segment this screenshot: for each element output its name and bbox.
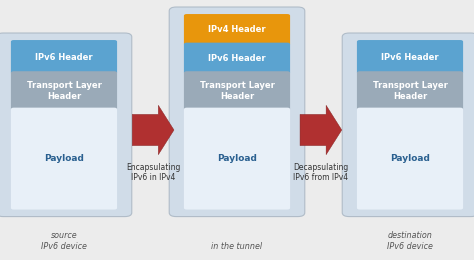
FancyBboxPatch shape [11, 71, 117, 111]
Text: IPv6 Header: IPv6 Header [35, 53, 93, 62]
Text: Payload: Payload [44, 154, 84, 163]
Text: source
IPv6 device: source IPv6 device [41, 231, 87, 251]
Polygon shape [132, 105, 174, 155]
Text: in the tunnel: in the tunnel [211, 242, 263, 251]
FancyBboxPatch shape [184, 43, 290, 74]
FancyBboxPatch shape [357, 40, 463, 74]
Text: Transport Layer
Header: Transport Layer Header [200, 81, 274, 101]
FancyBboxPatch shape [184, 71, 290, 111]
Text: IPv6 Header: IPv6 Header [381, 53, 439, 62]
Text: Transport Layer
Header: Transport Layer Header [373, 81, 447, 101]
FancyBboxPatch shape [11, 40, 117, 74]
Text: IPv4 Header: IPv4 Header [208, 25, 266, 34]
Text: Payload: Payload [217, 154, 257, 163]
FancyBboxPatch shape [357, 108, 463, 210]
Text: IPv6 Header: IPv6 Header [208, 54, 266, 63]
Text: Payload: Payload [390, 154, 430, 163]
Text: Decapsulating
IPv6 from IPv4: Decapsulating IPv6 from IPv4 [293, 162, 348, 182]
FancyBboxPatch shape [342, 33, 474, 217]
FancyBboxPatch shape [0, 33, 132, 217]
FancyBboxPatch shape [184, 108, 290, 210]
Polygon shape [300, 105, 342, 155]
Text: Encapsulating
IPv6 in IPv4: Encapsulating IPv6 in IPv4 [126, 162, 180, 182]
FancyBboxPatch shape [184, 14, 290, 46]
FancyBboxPatch shape [11, 108, 117, 210]
FancyBboxPatch shape [169, 7, 305, 217]
FancyBboxPatch shape [357, 71, 463, 111]
Text: Transport Layer
Header: Transport Layer Header [27, 81, 101, 101]
Text: destination
IPv6 device: destination IPv6 device [387, 231, 433, 251]
